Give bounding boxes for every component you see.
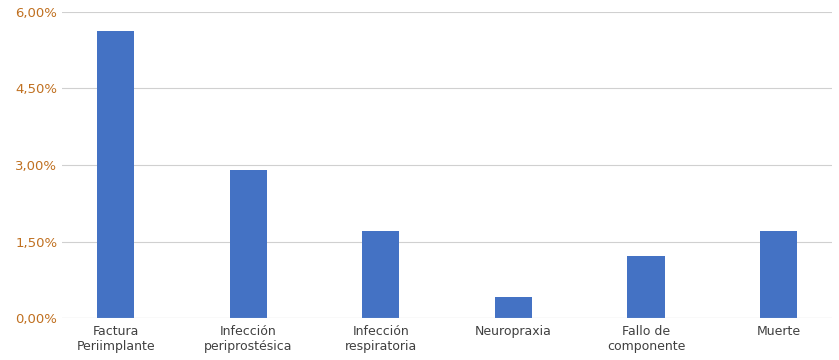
Bar [97,31,134,318]
Bar [760,231,797,318]
Bar [362,231,399,318]
Bar [628,256,664,318]
Bar [495,297,532,318]
Bar [230,170,267,318]
